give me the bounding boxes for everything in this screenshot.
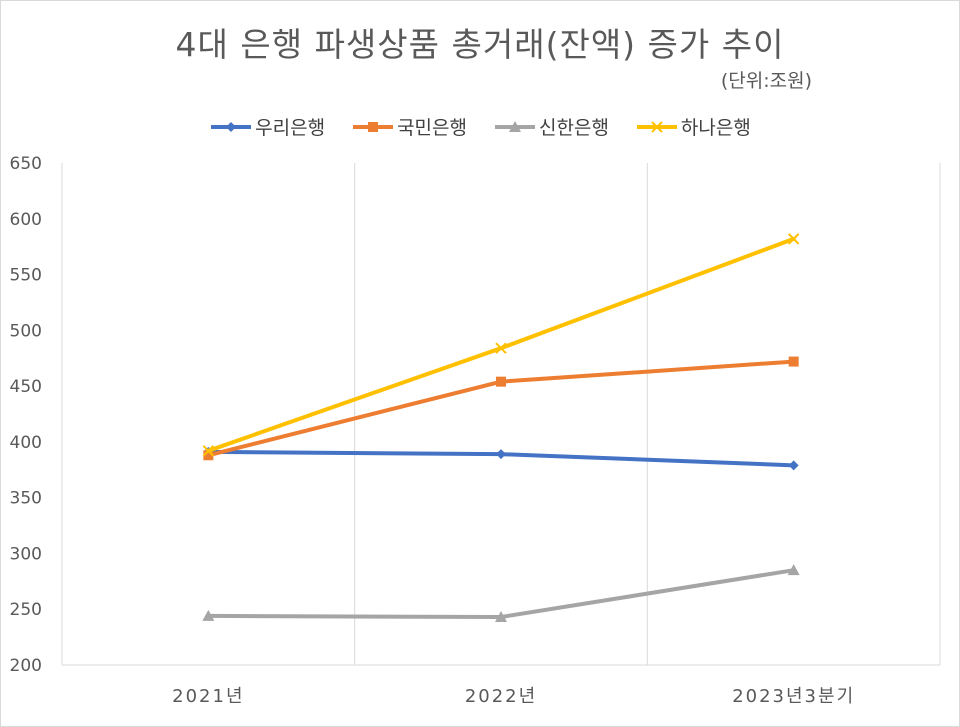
data-point-marker [495, 342, 507, 354]
data-point-marker [495, 611, 507, 623]
data-point-marker [496, 449, 506, 460]
legend-item-shinhan: 신한은행 [493, 113, 609, 140]
data-point-marker [788, 356, 799, 367]
y-tick-label: 600 [10, 210, 42, 230]
y-tick-label: 250 [10, 600, 42, 620]
series-line-1 [206, 359, 796, 458]
data-point-marker [787, 233, 800, 245]
data-point-marker [788, 460, 799, 471]
legend-marker-woori [211, 121, 252, 132]
chart-title: 4대 은행 파생상품 총거래(잔액) 증가 추이 [175, 25, 785, 64]
legend: 우리은행 국민은행 신한은행 하나은행 [0, 113, 960, 140]
y-tick-label: 500 [10, 321, 42, 341]
y-tick-label: 450 [10, 377, 42, 397]
legend-label-hana: 하나은행 [680, 117, 751, 139]
y-tick-label: 200 [10, 656, 42, 676]
legend-label-shinhan: 신한은행 [539, 117, 609, 139]
y-tick-label: 650 [10, 154, 42, 174]
legend-marker-kookmin [353, 121, 394, 132]
legend-marker-shinhan [495, 120, 535, 132]
x-tick-label: 2021년 [172, 686, 244, 707]
data-point-marker [496, 376, 506, 387]
legend-label-kookmin: 국민은행 [397, 117, 467, 139]
y-tick-label: 300 [10, 544, 42, 564]
legend-item-woori: 우리은행 [209, 113, 325, 140]
legend-label-woori: 우리은행 [255, 117, 326, 139]
data-point-marker [202, 445, 215, 457]
chart-unit-label: (단위:조원) [720, 70, 812, 92]
x-tick-label: 2023년3분기 [732, 686, 855, 707]
legend-marker-hana [636, 120, 677, 133]
series-line-3 [206, 236, 796, 453]
data-point-marker [202, 609, 215, 621]
legend-item-kookmin: 국민은행 [351, 113, 467, 140]
data-point-marker [203, 450, 214, 461]
y-tick-label: 400 [10, 433, 42, 453]
y-tick-label: 550 [10, 266, 42, 286]
legend-item-hana: 하나은행 [635, 113, 751, 140]
series-line-2 [206, 568, 796, 620]
x-tick-label: 2022년 [465, 686, 537, 707]
data-point-marker [787, 564, 800, 576]
y-tick-label: 350 [10, 489, 42, 509]
